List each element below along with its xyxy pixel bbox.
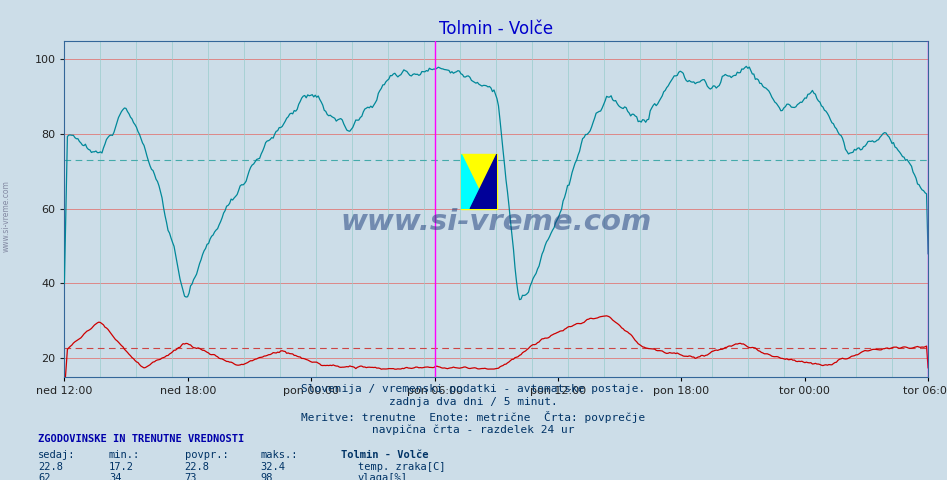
Text: sedaj:: sedaj: (38, 450, 76, 460)
Text: povpr.:: povpr.: (185, 450, 228, 460)
Text: 17.2: 17.2 (109, 462, 134, 472)
Text: www.si-vreme.com: www.si-vreme.com (2, 180, 11, 252)
Text: 98: 98 (260, 473, 273, 480)
Text: min.:: min.: (109, 450, 140, 460)
Text: Slovenija / vremenski podatki - avtomatske postaje.: Slovenija / vremenski podatki - avtomats… (301, 384, 646, 394)
Text: zadnja dva dni / 5 minut.: zadnja dva dni / 5 minut. (389, 397, 558, 408)
Polygon shape (470, 154, 497, 209)
Text: www.si-vreme.com: www.si-vreme.com (341, 208, 652, 236)
Text: 73: 73 (185, 473, 197, 480)
Text: ZGODOVINSKE IN TRENUTNE VREDNOSTI: ZGODOVINSKE IN TRENUTNE VREDNOSTI (38, 434, 244, 444)
Text: 22.8: 22.8 (38, 462, 63, 472)
Polygon shape (461, 154, 489, 209)
Text: Tolmin - Volče: Tolmin - Volče (341, 450, 428, 460)
Text: vlaga[%]: vlaga[%] (358, 473, 408, 480)
Text: 62: 62 (38, 473, 50, 480)
Text: 22.8: 22.8 (185, 462, 209, 472)
Text: Meritve: trenutne  Enote: metrične  Črta: povprečje: Meritve: trenutne Enote: metrične Črta: … (301, 411, 646, 423)
Title: Tolmin - Volče: Tolmin - Volče (439, 20, 553, 38)
Text: 34: 34 (109, 473, 121, 480)
Text: 32.4: 32.4 (260, 462, 285, 472)
Text: navpična črta - razdelek 24 ur: navpična črta - razdelek 24 ur (372, 424, 575, 435)
Text: temp. zraka[C]: temp. zraka[C] (358, 462, 445, 472)
Text: maks.:: maks.: (260, 450, 298, 460)
